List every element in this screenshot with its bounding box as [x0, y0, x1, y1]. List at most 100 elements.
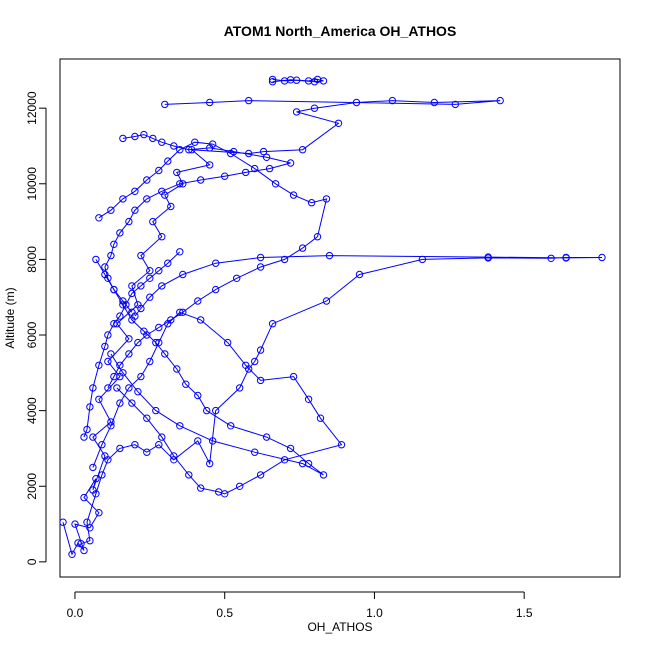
data-point: [116, 361, 124, 369]
data-point: [161, 100, 169, 109]
data-point: [212, 406, 220, 415]
series-group: [59, 96, 504, 558]
data-point: [83, 518, 91, 526]
data-point: [298, 244, 307, 252]
data-point: [191, 138, 199, 146]
data-point: [562, 254, 570, 262]
data-point: [227, 422, 235, 430]
data-point: [197, 484, 205, 492]
data-point: [110, 285, 118, 294]
data-point: [104, 456, 112, 464]
data-point: [89, 384, 97, 392]
data-point: [176, 146, 184, 154]
data-point: [110, 240, 118, 249]
data-point: [322, 195, 331, 203]
data-point: [80, 493, 88, 502]
data-point: [310, 104, 319, 112]
data-point: [268, 78, 277, 86]
x-tick-label: 1.0: [366, 606, 383, 620]
data-point: [92, 490, 100, 498]
data-point: [259, 147, 268, 156]
data-point: [155, 166, 163, 175]
data-point: [167, 202, 175, 211]
data-point: [128, 282, 136, 290]
data-point: [547, 254, 555, 262]
y-axis: 0 2000 4000 6000 8000 10000 12000: [25, 91, 47, 565]
data-point: [131, 187, 139, 196]
data-point: [152, 406, 160, 415]
data-point: [176, 248, 184, 256]
data-point: [68, 550, 76, 558]
data-point: [128, 399, 136, 407]
data-point: [116, 312, 124, 320]
series-group: [77, 251, 606, 548]
data-point: [251, 164, 259, 173]
data-point: [101, 263, 109, 271]
data-point: [233, 274, 241, 282]
data-point: [104, 384, 112, 392]
data-point: [125, 350, 133, 358]
data-point: [74, 539, 82, 547]
data-point: [89, 463, 97, 472]
data-point: [245, 96, 253, 105]
data-point: [158, 233, 166, 241]
data-point: [176, 422, 184, 430]
data-point: [137, 372, 145, 381]
data-point: [164, 259, 172, 267]
data-point: [158, 138, 166, 146]
data-point: [80, 433, 88, 441]
series-line: [104, 134, 291, 313]
data-point: [143, 195, 151, 203]
x-axis-label: OH_ATHOS: [307, 620, 372, 634]
data-point: [137, 304, 145, 313]
series-line: [95, 259, 324, 476]
data-point: [146, 293, 154, 301]
y-tick-label: 6000: [25, 321, 39, 348]
data-point: [80, 546, 88, 555]
data-point: [215, 488, 223, 496]
data-point: [137, 251, 145, 260]
data-point: [98, 441, 106, 449]
data-point: [325, 251, 334, 260]
data-point: [209, 437, 217, 445]
data-point: [95, 509, 103, 517]
data-point: [256, 346, 265, 354]
data-point: [176, 180, 184, 188]
data-point: [355, 270, 364, 279]
data-point: [322, 297, 331, 305]
data-point: [107, 251, 115, 260]
data-point: [194, 437, 202, 445]
data-point: [95, 395, 103, 403]
x-axis: 0.0 0.5 1.0 1.5: [67, 591, 533, 620]
data-point: [280, 77, 289, 85]
data-point: [116, 444, 124, 453]
data-point: [206, 161, 214, 169]
data-point: [173, 365, 181, 373]
data-point: [128, 308, 136, 316]
series-group: [268, 75, 328, 86]
data-point: [59, 518, 67, 526]
data-point: [167, 316, 175, 324]
data-point: [236, 384, 244, 392]
data-point: [155, 441, 163, 449]
data-point: [268, 75, 277, 84]
x-tick-label: 1.5: [516, 606, 533, 620]
data-point: [280, 255, 289, 264]
data-point: [352, 98, 361, 107]
data-point: [146, 274, 154, 282]
data-point: [173, 168, 181, 177]
data-point: [164, 157, 172, 165]
data-point: [119, 195, 127, 203]
data-point: [161, 350, 169, 358]
data-point: [319, 471, 328, 479]
data-point: [98, 471, 106, 479]
data-point: [116, 229, 124, 237]
y-tick-label: 4000: [25, 397, 39, 424]
data-point: [286, 159, 295, 167]
y-tick-label: 10000: [25, 167, 39, 201]
data-point: [119, 369, 127, 377]
data-point: [206, 98, 214, 107]
data-point: [289, 372, 298, 381]
data-point: [179, 308, 187, 316]
data-point: [256, 253, 265, 262]
